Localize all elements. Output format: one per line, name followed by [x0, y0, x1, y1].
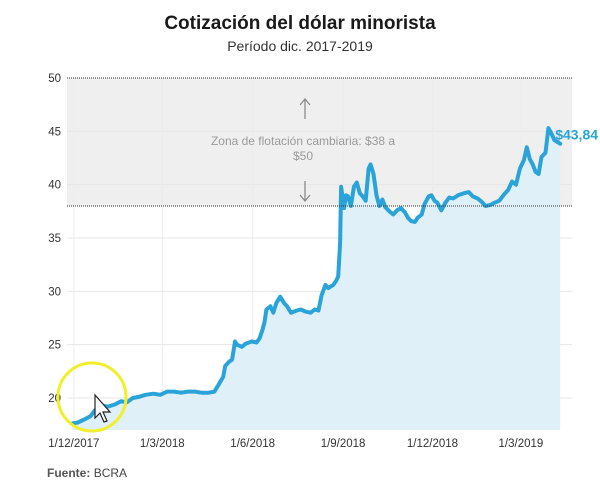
- arrow-down-head-icon: [299, 194, 311, 203]
- y-tick-label: 30: [48, 286, 61, 298]
- y-tick-label: 50: [48, 73, 61, 85]
- band-annotation-line: Zona de flotación cambiaria: $38 a: [211, 134, 395, 148]
- cursor-highlight: [56, 361, 128, 433]
- x-tick-label: 1/12/2018: [407, 438, 458, 450]
- y-tick-label: 25: [48, 340, 61, 352]
- source-label: Fuente:: [47, 466, 91, 480]
- band-annotation-text: Zona de flotación cambiaria: $38 a $50: [211, 134, 395, 163]
- end-value-label: $43,84: [555, 127, 598, 143]
- chart-subtitle: Período dic. 2017-2019: [227, 38, 373, 54]
- source-value: BCRA: [93, 466, 128, 480]
- band-annotation: Zona de flotación cambiaria: $38 a $50: [211, 97, 395, 203]
- area-fill: [71, 128, 561, 430]
- x-tick-label: 1/9/2018: [321, 438, 366, 450]
- x-tick-label: 1/12/2017: [48, 438, 99, 450]
- y-tick-label: 35: [48, 233, 61, 245]
- arrow-up-head-icon: [299, 97, 311, 106]
- y-tick-label: 40: [48, 180, 61, 192]
- y-tick-label: 45: [48, 126, 61, 138]
- highlight-circle: [56, 361, 128, 433]
- x-tick-label: 1/3/2019: [499, 438, 544, 450]
- x-tick-label: 1/3/2018: [140, 438, 185, 450]
- mouse-cursor-icon: [94, 393, 112, 423]
- x-axis-ticks: 1/12/2017 1/3/2018 1/6/2018 1/9/2018 1/12/20…: [48, 438, 543, 450]
- x-tick-label: 1/6/2018: [230, 438, 275, 450]
- source-note: Fuente: BCRA: [47, 466, 127, 480]
- series-line: [69, 126, 563, 426]
- chart-title: Cotización del dólar minorista: [164, 13, 436, 34]
- band-annotation-line: $50: [293, 149, 313, 163]
